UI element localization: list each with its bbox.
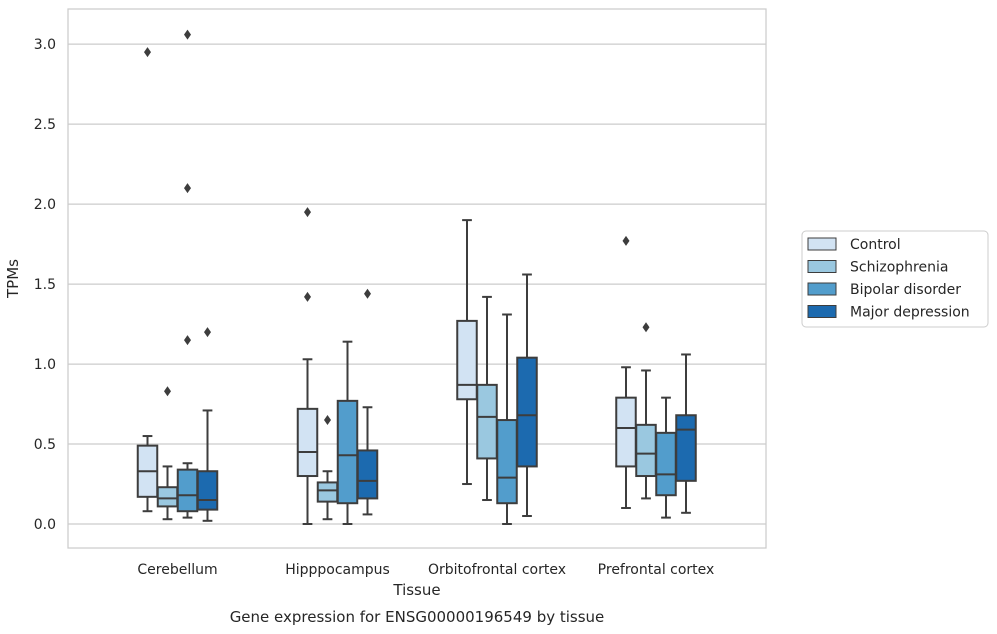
- outlier-point: [184, 183, 191, 194]
- box-iqr: [296, 407, 319, 478]
- box-iqr: [156, 486, 179, 508]
- plot-area-frame: [67, 8, 767, 549]
- outlier-point: [184, 29, 191, 40]
- y-tick-label: 1.5: [34, 277, 56, 293]
- box-iqr: [496, 419, 518, 505]
- box-plot: [336, 340, 359, 526]
- legend-swatch: [807, 282, 837, 296]
- box-plot: [136, 47, 159, 513]
- box-plot: [635, 322, 657, 500]
- outlier-point: [204, 327, 211, 338]
- legend-label: Control: [850, 237, 901, 253]
- box-iqr: [655, 431, 677, 497]
- box-iqr: [356, 449, 379, 500]
- legend-frame: [801, 230, 989, 328]
- outlier-point: [184, 335, 191, 346]
- legend-label: Bipolar disorder: [850, 282, 961, 298]
- legend-item: Major depression: [807, 305, 970, 321]
- legend-swatch: [807, 260, 837, 273]
- y-tick-label: 3.0: [34, 37, 56, 53]
- box-plots: [136, 29, 697, 526]
- box-iqr: [316, 481, 339, 503]
- box-plot: [675, 353, 697, 514]
- box-iqr: [615, 396, 637, 468]
- box-iqr: [476, 383, 498, 460]
- box-plot: [296, 207, 319, 526]
- outlier-point: [324, 415, 331, 426]
- y-tick-label: 1.0: [34, 357, 56, 373]
- outlier-point: [304, 207, 311, 218]
- legend-item: Bipolar disorder: [807, 282, 961, 298]
- legend-item: Control: [807, 237, 901, 253]
- x-tick-label: Orbitofrontal cortex: [428, 562, 566, 578]
- legend-item: Schizophrenia: [807, 260, 948, 276]
- y-tick-label: 2.0: [34, 197, 56, 213]
- outlier-point: [164, 386, 171, 397]
- box-plot: [516, 273, 538, 518]
- x-tick-labels: Cerebellum Hipppocampus Orbitofrontal cort…: [137, 562, 714, 578]
- legend-label: Major depression: [850, 305, 970, 321]
- box-plot: [456, 219, 478, 486]
- grid-lines: [68, 43, 766, 525]
- outlier-point: [642, 322, 650, 333]
- box-iqr: [675, 414, 697, 482]
- x-tick-label: Prefrontal cortex: [598, 562, 715, 578]
- y-tick-labels: 0.0 0.5 1.0 1.5 2.0 2.5 3.0: [34, 37, 56, 533]
- box-plot: [476, 295, 498, 502]
- box-iqr: [516, 356, 538, 468]
- outlier-point: [304, 291, 311, 302]
- legend: Control Schizophrenia Bipolar disorder Majo…: [801, 230, 989, 328]
- outlier-point: [364, 288, 371, 299]
- figure-caption: Gene expression for ENSG00000196549 by t…: [230, 608, 605, 626]
- legend-swatch: [807, 305, 837, 318]
- box-iqr: [336, 399, 359, 505]
- legend-swatch: [807, 237, 837, 251]
- box-plot: [196, 327, 219, 522]
- y-tick-label: 2.5: [34, 117, 56, 133]
- x-tick-label: Hipppocampus: [285, 562, 390, 578]
- y-axis-label: TPMs: [4, 259, 22, 299]
- box-plot: [176, 29, 199, 519]
- x-axis-label: Tissue: [392, 581, 440, 599]
- x-tick-label: Cerebellum: [137, 562, 217, 578]
- box-plot: [356, 288, 379, 516]
- box-iqr: [196, 470, 219, 511]
- outlier-point: [622, 235, 630, 246]
- outlier-point: [144, 47, 151, 58]
- legend-label: Schizophrenia: [850, 260, 948, 276]
- box-iqr: [456, 319, 478, 401]
- box-iqr: [176, 468, 199, 513]
- box-iqr: [635, 423, 657, 478]
- y-tick-label: 0.0: [34, 517, 56, 533]
- y-tick-label: 0.5: [34, 437, 56, 453]
